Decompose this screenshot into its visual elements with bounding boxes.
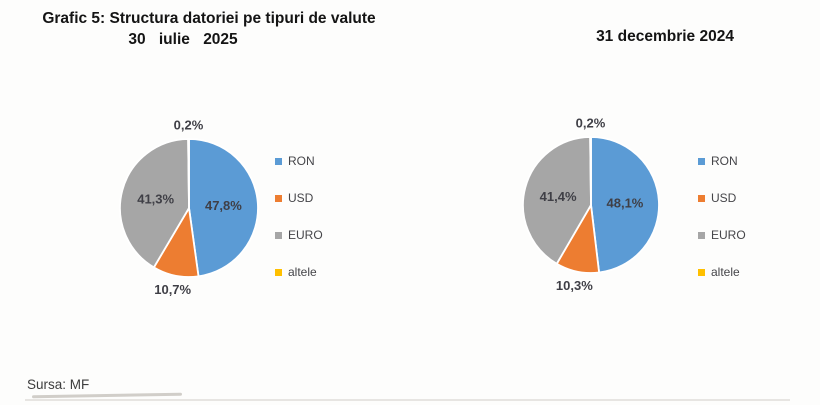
pie-slice-euro	[522, 136, 592, 265]
legend-label-euro: EURO	[288, 228, 323, 242]
pie-data-label-ron: 47,8%	[205, 198, 242, 213]
legend-label-ron: RON	[711, 154, 738, 168]
legend-swatch-euro	[275, 231, 282, 239]
legend-swatch-ron	[698, 157, 705, 165]
chart-group-title: Grafic 5: Structura datoriei pe tipuri d…	[20, 8, 398, 50]
legend-item-altele: altele	[698, 265, 746, 279]
legend-label-euro: EURO	[711, 228, 746, 242]
pie-slice-euro	[119, 138, 190, 269]
pie-data-label-euro: 41,4%	[540, 189, 577, 204]
page-bottom-rule	[25, 399, 790, 401]
pie-slice-altele	[589, 136, 592, 206]
legend-right: RON USD EURO altele	[698, 154, 746, 279]
pie-chart-right: 48,1% 10,3% 41,4% 0,2%	[522, 116, 660, 293]
pie-data-label-ron: 48,1%	[607, 195, 644, 210]
pie-slice-ron	[590, 136, 660, 274]
legend-item-altele: altele	[275, 265, 323, 279]
legend-label-altele: altele	[288, 265, 317, 279]
pie-data-label-altele: 0,2%	[174, 118, 204, 133]
legend-item-euro: EURO	[275, 228, 323, 242]
pie-chart-left: 47,8% 10,7% 41,3% 0,2%	[119, 118, 259, 297]
legend-item-usd: USD	[275, 191, 323, 205]
bottom-rule-smudge	[31, 392, 183, 399]
legend-swatch-usd	[698, 194, 705, 202]
legend-swatch-euro	[698, 231, 705, 239]
chart-left-date: 30 iulie 2025	[128, 31, 238, 48]
pie-data-label-usd: 10,7%	[154, 282, 191, 297]
pie-slice-ron	[188, 138, 259, 278]
pie-slice-altele	[187, 138, 190, 209]
pie-data-label-euro: 41,3%	[137, 192, 174, 207]
legend-label-altele: altele	[711, 265, 740, 279]
chart-title-main: Grafic 5: Structura datoriei pe tipuri d…	[42, 10, 376, 27]
source-note: Sursa: MF	[27, 377, 90, 392]
legend-label-usd: USD	[711, 191, 737, 205]
legend-swatch-ron	[275, 157, 282, 165]
legend-label-usd: USD	[288, 191, 314, 205]
legend-label-ron: RON	[288, 154, 315, 168]
chart-right-date: 31 decembrie 2024	[596, 28, 734, 45]
legend-swatch-altele	[698, 268, 705, 276]
legend-item-ron: RON	[275, 154, 323, 168]
legend-item-euro: EURO	[698, 228, 746, 242]
pie-data-label-usd: 10,3%	[556, 278, 593, 293]
legend-left: RON USD EURO altele	[275, 154, 323, 279]
legend-swatch-altele	[275, 268, 282, 276]
legend-item-usd: USD	[698, 191, 746, 205]
pie-data-label-altele: 0,2%	[576, 116, 606, 131]
legend-item-ron: RON	[698, 154, 746, 168]
legend-swatch-usd	[275, 194, 282, 202]
